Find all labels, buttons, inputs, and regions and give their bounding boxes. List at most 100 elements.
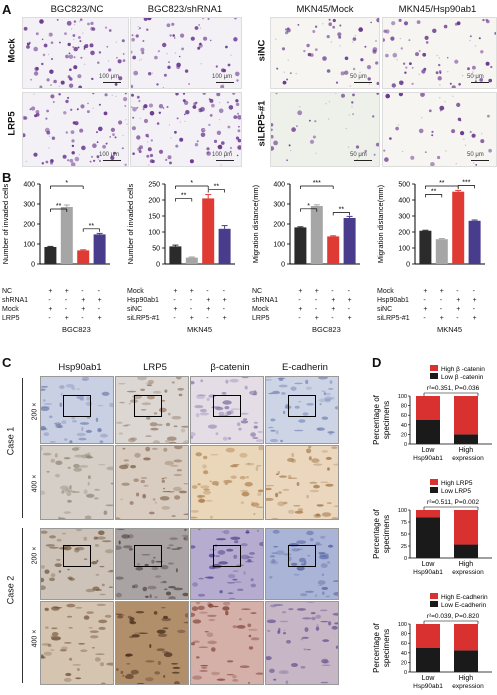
image-mkn45-mock-sinc-scale-label: 50 μm — [350, 74, 367, 80]
zoom-region-box — [63, 395, 91, 417]
y-tick-label: 150 — [148, 214, 160, 221]
y-tick-label: 300 — [23, 202, 35, 209]
image-mkn45-mock-silrp5-cells — [271, 93, 379, 162]
table-cell: - — [347, 288, 350, 295]
ihc-texture-r0-c1 — [116, 377, 188, 443]
sig-label: * — [65, 180, 68, 187]
ihc-header-lrp5: LRP5 — [143, 362, 167, 373]
table-cell: - — [439, 306, 443, 313]
ihc-image-r0-c2 — [190, 376, 264, 444]
y-tick-label: 0 — [404, 670, 407, 676]
bar-0 — [419, 230, 432, 264]
x-tick-label: High — [459, 561, 474, 568]
ihc-image-r2-c2 — [190, 528, 264, 600]
table-cell: - — [206, 315, 209, 322]
bar-low-0 — [416, 648, 440, 672]
table-cell: + — [347, 297, 352, 304]
table-cell: - — [173, 315, 176, 322]
bar-low-1 — [454, 434, 478, 444]
panel-letter-b: B — [2, 170, 12, 185]
y-tick-label: 300 — [273, 202, 285, 209]
row-label-mock: Mock — [6, 38, 18, 63]
ihc-texture-r2-c1 — [116, 529, 188, 599]
zoom-region-box — [134, 545, 162, 567]
bar-2 — [77, 250, 90, 264]
sig-label: *** — [313, 180, 321, 187]
table-cell: + — [298, 288, 303, 295]
x-tick-label: Low — [422, 561, 436, 568]
bar-high-0 — [416, 624, 440, 648]
table-row-label: NC — [252, 288, 263, 295]
table-cell: - — [173, 297, 176, 304]
y-tick-label: 100 — [398, 622, 407, 628]
ihc-texture-r3-c3 — [266, 602, 338, 684]
image-mkn45-mock-silrp5-scale-bar — [354, 160, 372, 161]
image-mkn45-hsp90ab1-sinc-scale-bar — [471, 82, 489, 83]
table-row-label: siNC — [127, 306, 143, 313]
table-cell: - — [48, 315, 51, 322]
table-row-label: NC — [2, 288, 13, 295]
image-bgc823-shrna1-lrp5-cells — [131, 93, 241, 166]
image-mkn45-hsp90ab1-silrp5-scale-label: 50 μm — [467, 152, 484, 158]
x-axis-label-1: Hsp90ab1 — [413, 569, 443, 576]
bar-2 — [202, 198, 215, 264]
table-row-label: Mock — [252, 306, 269, 313]
bar-2 — [452, 191, 465, 264]
ihc-header-hsp90ab1: Hsp90ab1 — [58, 362, 102, 373]
y-tick-label: 0 — [31, 262, 35, 269]
table-row-label: Hsp90ab1 — [127, 297, 159, 304]
row-label-lrp5: LRP5 — [6, 111, 18, 136]
panel-letter-a: A — [2, 2, 12, 17]
table-cell: - — [314, 297, 318, 304]
sig-label: *** — [462, 179, 470, 186]
image-mkn45-hsp90ab1-sinc — [382, 17, 497, 89]
y-tick-label: 25 — [401, 544, 407, 550]
x-tick-label: Low — [422, 675, 436, 682]
table-cell: + — [456, 297, 461, 304]
ihc-image-r2-c3 — [265, 528, 339, 600]
y-tick-label: 400 — [398, 198, 410, 205]
ihc-image-r3-c3 — [265, 601, 339, 685]
table-cell: - — [347, 306, 350, 313]
ihc-image-r0-c3 — [265, 376, 339, 444]
legend-label-high: High LRP5 — [441, 480, 473, 487]
bar-low-0 — [416, 517, 440, 558]
sig-label: ** — [56, 203, 62, 210]
case1-bracket — [22, 378, 23, 518]
y-tick-label: 50 — [401, 532, 407, 538]
x-tick-label: High — [459, 675, 474, 682]
table-row-label: LRP5 — [252, 315, 270, 322]
table-cell: + — [456, 306, 461, 313]
y-axis-label-line2: specimens — [382, 629, 391, 667]
case-2-label: Case 2 — [5, 575, 16, 605]
y-tick-label: 500 — [398, 182, 410, 189]
ihc-texture-r3-c0 — [41, 603, 113, 684]
case2-bracket — [22, 528, 23, 683]
sig-label: ** — [214, 184, 220, 191]
zoom-region-box — [288, 395, 316, 417]
table-cell: + — [439, 315, 444, 322]
bar-1 — [310, 206, 323, 264]
table-cell: + — [222, 297, 227, 304]
ihc-texture-r1-c3 — [266, 446, 338, 519]
ihc-image-r2-c1 — [115, 528, 189, 600]
legend-swatch-low — [430, 487, 438, 493]
table-cell: + — [48, 306, 53, 313]
table-row-label: shRNA1 — [2, 297, 29, 304]
header-mkn45-mock: MKN45/Mock — [296, 4, 354, 15]
table-cell: + — [206, 306, 211, 313]
table-row-label: siNC — [377, 306, 393, 313]
table-cell: - — [456, 315, 459, 322]
bar-high-0 — [416, 396, 440, 420]
bar-high-0 — [416, 510, 440, 518]
ihc-image-r1-c2 — [190, 445, 264, 520]
table-cell: - — [64, 306, 68, 313]
x-axis-label-2: expression — [452, 683, 484, 690]
image-mkn45-hsp90ab1-silrp5-cells — [383, 93, 492, 166]
zoom-region-box — [213, 545, 241, 567]
y-tick-label: 40 — [401, 651, 407, 657]
table-row-label: siLRP5-#1 — [377, 315, 410, 322]
table-cell-line-label: MKN45 — [187, 325, 213, 334]
header-mkn45-hsp90ab1: MKN45/Hsp90ab1 — [398, 4, 477, 15]
